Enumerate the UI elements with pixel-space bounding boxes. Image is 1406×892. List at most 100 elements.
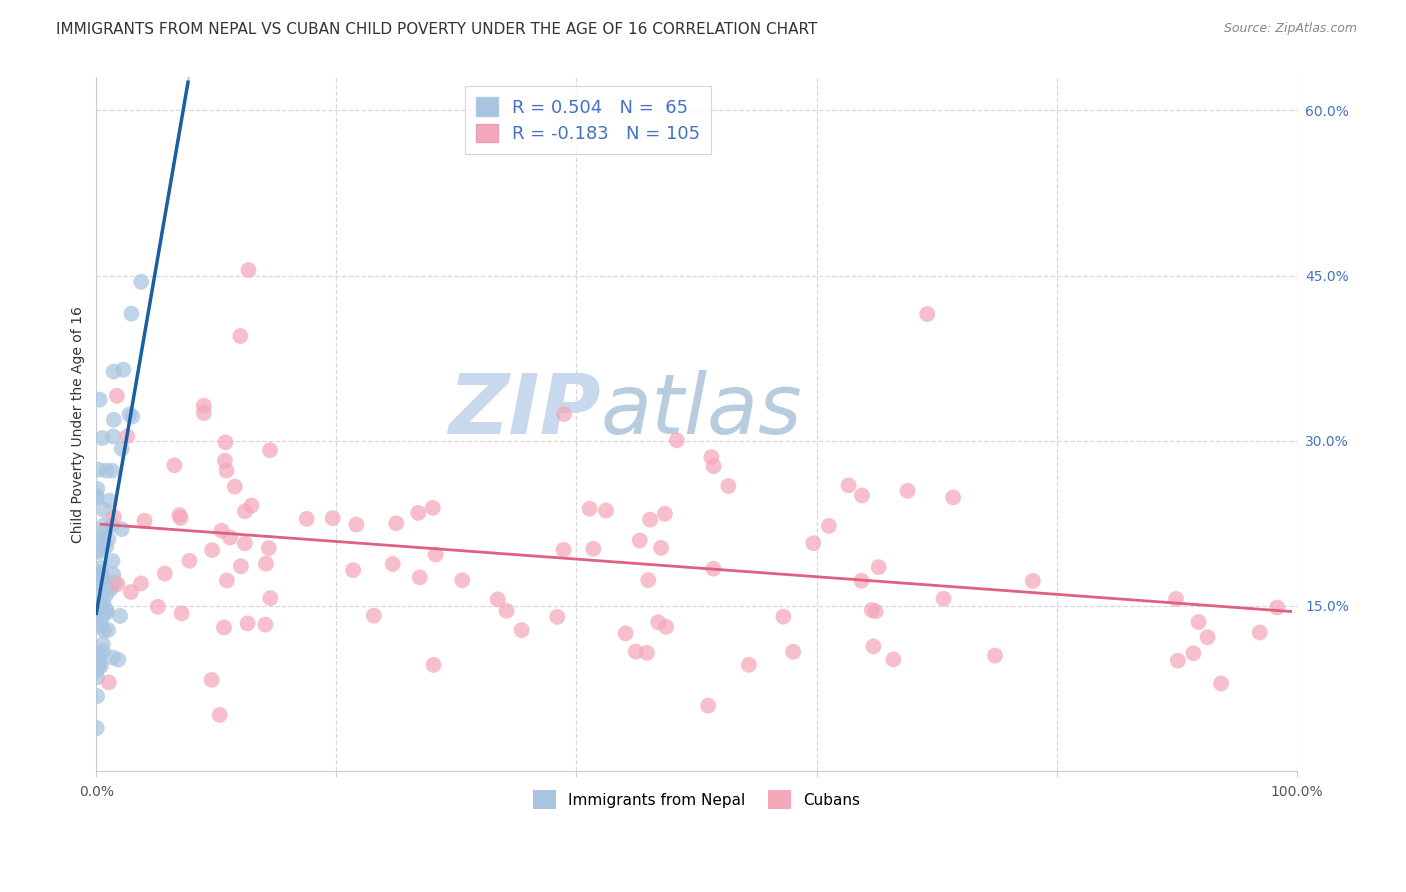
Point (257, 541, 280, 555)
Point (702, 562, 724, 576)
Point (93, 503, 115, 517)
Point (801, 536, 824, 550)
Point (772, 609, 794, 624)
Point (89, 532, 111, 546)
Point (654, 507, 676, 521)
Point (214, 435, 236, 450)
Point (86, 543, 108, 558)
Point (111, 522, 134, 536)
Point (104, 575, 127, 590)
Point (665, 434, 688, 448)
Point (103, 429, 125, 443)
Point (553, 407, 575, 421)
Point (650, 541, 672, 555)
Point (93, 518, 115, 533)
Point (97, 675, 120, 690)
Point (342, 563, 364, 577)
Point (208, 708, 231, 723)
Point (86, 654, 108, 668)
Point (546, 610, 568, 624)
Text: Source: ZipAtlas.com: Source: ZipAtlas.com (1223, 22, 1357, 36)
Point (98, 493, 121, 508)
Point (121, 409, 143, 424)
Point (86, 663, 108, 677)
Point (344, 517, 367, 532)
Point (163, 458, 186, 473)
Point (91, 431, 114, 445)
Point (614, 626, 637, 640)
Point (851, 574, 873, 588)
Point (638, 513, 661, 527)
Point (295, 512, 318, 526)
Point (153, 566, 176, 581)
Point (595, 503, 617, 517)
Text: ZIP: ZIP (449, 369, 600, 450)
Point (868, 560, 890, 574)
Point (115, 429, 138, 443)
Point (97, 623, 120, 637)
Point (118, 408, 141, 422)
Point (90, 571, 112, 585)
Point (233, 536, 256, 550)
Point (100, 582, 122, 596)
Point (451, 574, 474, 588)
Point (105, 389, 128, 403)
Point (86, 587, 108, 601)
Point (120, 585, 142, 599)
Point (703, 459, 725, 474)
Point (229, 559, 252, 574)
Point (915, 307, 938, 321)
Point (882, 652, 904, 666)
Point (179, 554, 201, 568)
Point (655, 620, 678, 634)
Point (238, 263, 260, 277)
Point (578, 501, 600, 516)
Point (111, 442, 134, 456)
Point (932, 591, 955, 606)
Point (1265, 600, 1288, 615)
Point (510, 623, 533, 637)
Text: IMMIGRANTS FROM NEPAL VS CUBAN CHILD POVERTY UNDER THE AGE OF 16 CORRELATION CHA: IMMIGRANTS FROM NEPAL VS CUBAN CHILD POV… (56, 22, 818, 37)
Point (87, 463, 110, 477)
Point (215, 574, 238, 588)
Point (93, 624, 115, 638)
Point (406, 506, 429, 520)
Point (91, 637, 114, 651)
Point (87, 654, 110, 668)
Point (553, 542, 575, 557)
Point (215, 464, 238, 478)
Point (322, 511, 344, 525)
Point (89, 392, 111, 407)
Point (1187, 615, 1209, 629)
Point (240, 499, 263, 513)
Point (96, 464, 118, 478)
Point (96, 587, 118, 601)
Point (101, 567, 124, 582)
Point (146, 599, 169, 614)
Point (942, 491, 965, 505)
Point (101, 464, 124, 478)
Point (193, 399, 215, 413)
Text: atlas: atlas (600, 369, 801, 450)
Point (259, 443, 281, 458)
Point (96, 605, 118, 619)
Point (87, 607, 110, 622)
Point (90, 561, 112, 575)
Point (385, 516, 408, 531)
Point (1249, 625, 1271, 640)
Point (422, 657, 444, 672)
Point (212, 620, 235, 634)
Point (101, 554, 124, 568)
Point (170, 607, 193, 621)
Point (169, 508, 191, 522)
Point (93, 524, 115, 539)
Point (89, 545, 111, 559)
Point (219, 531, 242, 545)
Point (94, 603, 117, 617)
Point (422, 500, 444, 515)
Point (90, 619, 112, 633)
Point (108, 609, 131, 624)
Point (259, 591, 281, 606)
Point (214, 453, 236, 467)
Point (101, 650, 124, 665)
